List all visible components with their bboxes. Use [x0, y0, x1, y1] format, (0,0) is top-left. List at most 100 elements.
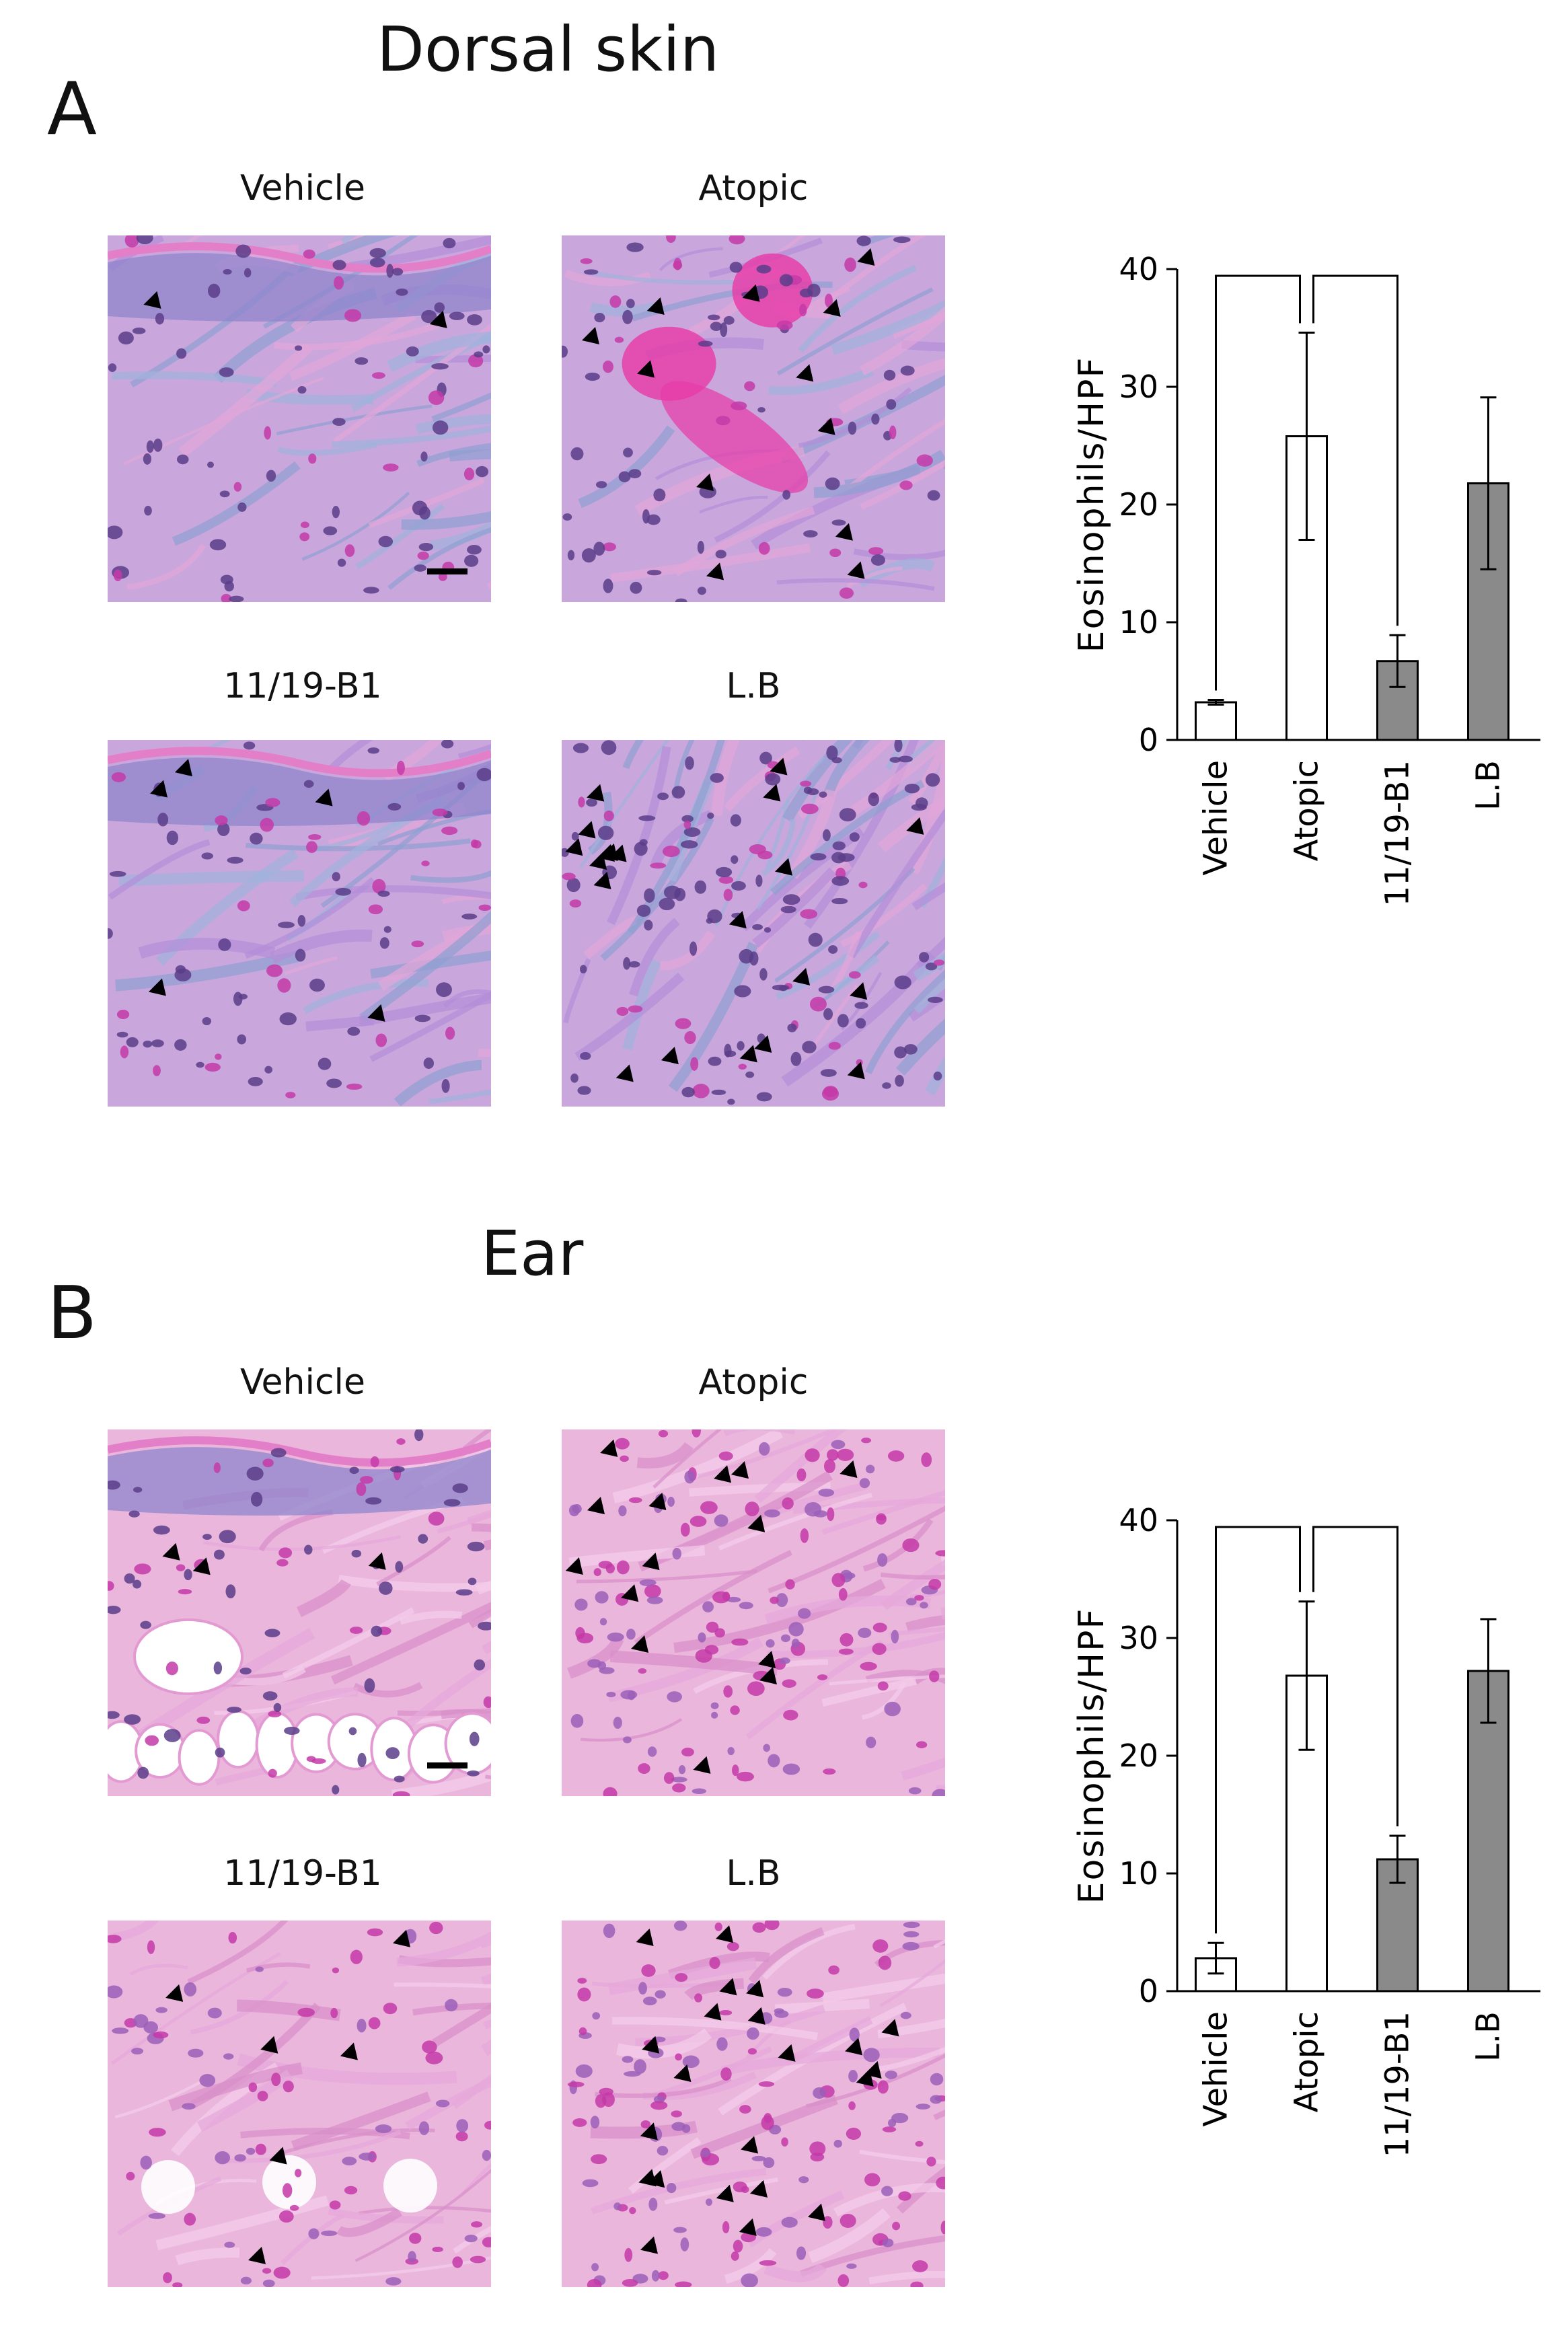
arrowhead-marker — [673, 2064, 692, 2083]
arrowhead-marker — [775, 858, 793, 876]
significance-label: *** — [1235, 1507, 1281, 1522]
arrowhead-marker — [835, 523, 853, 541]
arrowhead-marker — [661, 1047, 679, 1065]
arrowhead-marker — [796, 364, 814, 382]
arrowhead-marker — [587, 784, 605, 802]
micrograph-texture — [562, 740, 945, 1107]
arrowhead-marker — [621, 1584, 639, 1602]
micrograph-texture — [562, 1921, 945, 2287]
x-tick-label: 11/19-B1 — [1379, 760, 1417, 906]
arrowhead-marker — [758, 1651, 776, 1669]
arrowhead-marker — [587, 1497, 605, 1515]
error-bar — [1207, 1941, 1224, 1975]
arrowhead-marker — [192, 1557, 211, 1575]
arrowhead-marker — [864, 2060, 882, 2079]
y-tick-label: 10 — [1119, 604, 1158, 640]
bar-vehicle — [1195, 1957, 1237, 1992]
y-tick-label: 20 — [1119, 486, 1158, 523]
y-tick-label: 0 — [1139, 722, 1158, 758]
arrowhead-marker — [631, 1635, 649, 1653]
arrowhead-marker — [706, 562, 724, 581]
arrowhead-marker — [747, 1514, 766, 1532]
arrowhead-marker — [640, 2122, 658, 2140]
arrowhead-marker — [754, 1035, 772, 1053]
arrowhead-marker — [759, 1667, 777, 1685]
image-label-b-lb: L.B — [726, 1853, 781, 1894]
arrowhead-marker — [429, 310, 447, 328]
arrowhead-marker — [693, 1756, 711, 1774]
arrowhead-marker — [778, 2044, 796, 2062]
bar-chart-a: 0 10 20 30 40 Eosinophils/HPF Vehicle Atopic 11/… — [1072, 256, 1540, 906]
micrograph-a-lb — [562, 740, 945, 1107]
arrowhead-marker — [716, 1925, 734, 1943]
significance-bracket — [1215, 1526, 1301, 1934]
significance-label: ** — [1340, 1507, 1371, 1522]
y-axis-label: Eosinophils/HPF — [1072, 357, 1112, 653]
micrograph-b-lb — [562, 1921, 945, 2287]
micrograph-texture — [562, 1429, 945, 1796]
y-axis-label: Eosinophils/HPF — [1072, 1608, 1112, 1904]
micrograph-a-atopic — [562, 235, 945, 602]
arrowhead-marker — [565, 1557, 583, 1575]
x-tick-label: L.B — [1470, 2011, 1507, 2062]
arrowhead-marker — [615, 1064, 634, 1082]
bar-l-b — [1467, 1670, 1509, 1992]
significance-label: ** — [1340, 256, 1371, 271]
arrowhead-marker — [600, 1439, 618, 1457]
arrowhead-marker — [823, 299, 841, 317]
arrowhead-marker — [648, 1493, 667, 1511]
bar-vehicle — [1195, 701, 1237, 741]
x-tick-label: 11/19-B1 — [1379, 2011, 1417, 2157]
micrograph-texture — [562, 235, 945, 602]
arrowhead-marker — [248, 2246, 266, 2264]
x-tick-label: Vehicle — [1197, 760, 1235, 876]
arrowhead-marker — [906, 817, 924, 835]
panel-a-letter: A — [47, 67, 97, 151]
arrowhead-marker — [165, 1984, 184, 2002]
significance-bracket — [1312, 274, 1398, 626]
arrowhead-marker — [719, 1978, 737, 1996]
arrowhead-marker — [646, 297, 665, 315]
error-bar — [1389, 1834, 1406, 1884]
arrowhead-marker — [746, 1980, 764, 1998]
image-label-a-lb: L.B — [726, 666, 781, 706]
x-tick-label: Atopic — [1288, 2011, 1326, 2112]
micrograph-b-vehicle — [108, 1429, 491, 1796]
arrowhead-marker — [148, 978, 166, 996]
x-tick-label: L.B — [1470, 760, 1507, 811]
arrowhead-marker — [742, 284, 760, 302]
image-label-a-atopic: Atopic — [698, 168, 809, 209]
micrograph-a-vehicle — [108, 235, 491, 602]
arrowhead-marker — [739, 2218, 757, 2236]
y-tick-label: 0 — [1139, 1973, 1158, 2009]
arrowhead-marker — [640, 2236, 658, 2254]
arrowhead-marker — [857, 248, 875, 266]
arrowhead-marker — [260, 2036, 278, 2054]
y-tick-label: 40 — [1119, 1507, 1158, 1538]
error-bar — [1480, 1618, 1497, 1724]
arrowhead-marker — [597, 844, 615, 862]
micrograph-texture — [108, 235, 491, 602]
micrograph-texture — [108, 740, 491, 1107]
arrowhead-marker — [315, 788, 333, 807]
micrograph-b-11-19-b1 — [108, 1921, 491, 2287]
panel-b-letter: B — [47, 1271, 98, 1355]
arrowhead-marker — [850, 982, 868, 1000]
scale-bar — [427, 568, 468, 574]
arrowhead-marker — [647, 2170, 665, 2188]
arrowhead-marker — [817, 417, 835, 435]
arrowhead-marker — [807, 2203, 825, 2221]
arrowhead-marker — [881, 2019, 899, 2037]
arrowhead-marker — [714, 1465, 732, 1483]
arrowhead-marker — [174, 759, 192, 777]
panel-a-title: Dorsal skin — [377, 13, 720, 85]
arrowhead-marker — [143, 291, 161, 309]
arrowhead-marker — [750, 2180, 768, 2198]
significance-bracket — [1215, 274, 1301, 691]
arrowhead-marker — [636, 1929, 654, 1947]
error-bar — [1298, 332, 1315, 541]
arrowhead-marker — [731, 1461, 749, 1479]
error-bar — [1480, 396, 1497, 570]
arrowhead-marker — [565, 838, 583, 856]
y-tick-label: 30 — [1119, 1620, 1158, 1656]
